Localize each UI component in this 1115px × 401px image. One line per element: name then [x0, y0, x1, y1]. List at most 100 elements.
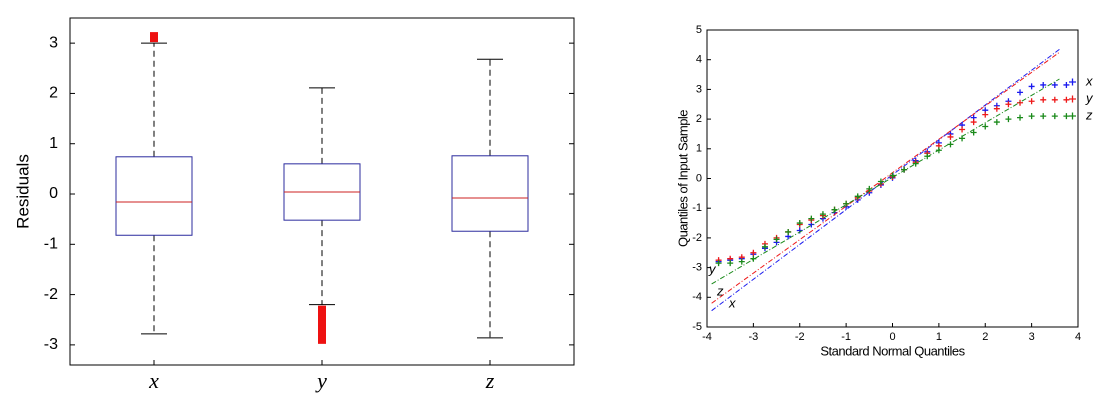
data-point — [901, 166, 908, 173]
data-point — [773, 236, 780, 243]
data-point — [982, 111, 989, 118]
reference-line — [711, 48, 1060, 312]
reference-line — [711, 51, 1060, 304]
x-tick-label: 0 — [889, 331, 895, 343]
series-label-marker — [1069, 78, 1076, 86]
series-label-marker — [1069, 112, 1076, 120]
data-point — [959, 135, 966, 142]
data-point — [877, 178, 884, 185]
y-tick-label: -2 — [44, 286, 58, 303]
series-label: y — [1085, 90, 1094, 105]
y-axis-label: Quantiles of Input Sample — [675, 110, 690, 247]
data-point — [715, 260, 722, 267]
y-tick-label: -4 — [692, 291, 702, 303]
outlier — [150, 32, 158, 41]
data-point — [1063, 113, 1070, 120]
data-point — [1040, 96, 1047, 103]
data-point — [912, 160, 919, 167]
data-point — [819, 211, 826, 218]
data-point — [785, 228, 792, 235]
data-point — [1005, 101, 1012, 108]
y-tick-label: 5 — [696, 24, 702, 36]
data-point — [924, 153, 931, 160]
series-end-label: x — [728, 295, 736, 310]
y-tick-label: 0 — [696, 172, 702, 184]
data-point — [831, 206, 838, 213]
y-axis-label: Residuals — [13, 154, 32, 229]
y-tick-label: -1 — [692, 202, 702, 214]
y-tick-label: 3 — [49, 34, 58, 51]
data-point — [947, 141, 954, 148]
x-tick-label: 3 — [1029, 331, 1035, 343]
data-point — [935, 147, 942, 154]
data-point — [993, 105, 1000, 112]
outlier — [318, 335, 326, 344]
series-label: z — [1085, 107, 1093, 122]
x-tick-label: 4 — [1075, 331, 1081, 343]
x-tick-label: x — [148, 368, 159, 393]
reference-line — [711, 78, 1060, 285]
x-tick-label: 1 — [936, 331, 942, 343]
x-tick-label: -3 — [748, 331, 758, 343]
data-point — [959, 126, 966, 133]
y-tick-label: 3 — [696, 83, 702, 95]
data-point — [1063, 81, 1070, 88]
data-point — [750, 255, 757, 262]
series-label: x — [1085, 73, 1093, 88]
x-tick-label: -1 — [841, 331, 851, 343]
data-point — [1005, 116, 1012, 123]
x-tick-label: 2 — [982, 331, 988, 343]
data-point — [947, 133, 954, 140]
y-tick-label: 2 — [696, 113, 702, 125]
y-tick-label: -3 — [692, 262, 702, 274]
x-tick-label: z — [485, 368, 495, 393]
box — [451, 155, 529, 232]
data-point — [1063, 96, 1070, 103]
data-point — [738, 258, 745, 265]
x-tick-label: y — [315, 368, 327, 393]
data-point — [1040, 113, 1047, 120]
data-point — [993, 119, 1000, 126]
data-point — [854, 193, 861, 200]
y-tick-label: 1 — [49, 135, 58, 152]
data-point — [808, 215, 815, 222]
data-point — [1051, 113, 1058, 120]
data-point — [1051, 81, 1058, 88]
data-point — [1028, 113, 1035, 120]
box — [115, 156, 193, 236]
x-axis-label: Standard Normal Quantiles — [820, 343, 965, 358]
x-tick-label: -2 — [795, 331, 805, 343]
data-point — [727, 260, 734, 267]
y-tick-label: -5 — [692, 321, 702, 333]
data-point — [1051, 96, 1058, 103]
y-tick-label: 2 — [49, 85, 58, 102]
y-tick-label: -3 — [44, 336, 58, 353]
series-end-label: z — [716, 283, 724, 298]
data-point — [1017, 89, 1024, 96]
data-point — [1017, 114, 1024, 121]
data-point — [1028, 83, 1035, 90]
outlier — [318, 315, 326, 324]
data-point — [970, 119, 977, 126]
y-tick-label: 4 — [696, 54, 702, 66]
outlier — [318, 325, 326, 334]
y-tick-label: -2 — [692, 232, 702, 244]
data-point — [970, 129, 977, 136]
y-tick-label: 1 — [696, 143, 702, 155]
series-end-label: y — [708, 261, 717, 276]
data-point — [750, 249, 757, 256]
outlier — [318, 330, 326, 339]
x-tick-label: -4 — [702, 331, 712, 343]
y-tick-label: 0 — [49, 185, 58, 202]
series-label-marker — [1069, 95, 1076, 103]
y-tick-label: -1 — [44, 236, 58, 253]
data-point — [761, 243, 768, 250]
outlier — [318, 310, 326, 319]
data-point — [796, 220, 803, 227]
data-point — [866, 185, 873, 192]
data-point — [1028, 98, 1035, 105]
outlier — [318, 305, 326, 314]
data-point — [1040, 81, 1047, 88]
